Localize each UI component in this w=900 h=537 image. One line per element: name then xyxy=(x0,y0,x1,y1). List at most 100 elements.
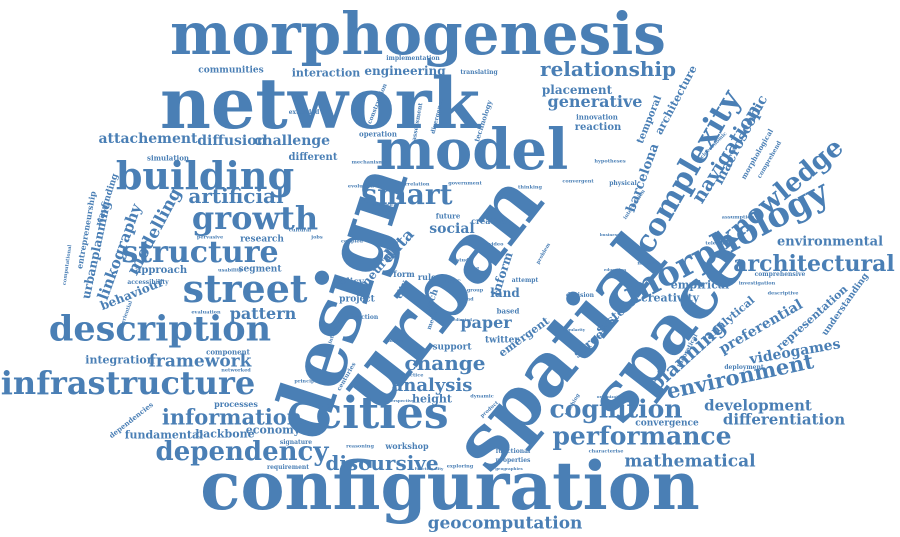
word-social: social xyxy=(429,221,475,237)
word-growth: growth xyxy=(191,199,319,237)
word-component: component xyxy=(206,347,250,357)
word-analysis: analysis xyxy=(391,375,473,396)
word-approach: approach xyxy=(134,265,188,276)
word-backbone: backbone xyxy=(195,427,255,441)
word-placement: placement xyxy=(541,83,613,97)
word-building: building xyxy=(115,153,295,198)
word-geographies: geographies xyxy=(495,466,523,471)
word-creativity: creativity xyxy=(641,291,699,305)
word-information: information xyxy=(161,404,303,430)
word-diffusion: diffusion xyxy=(197,133,267,149)
word-proc: proc xyxy=(443,276,461,286)
word-exploring: exploring xyxy=(446,463,474,470)
word-descriptive: descriptive xyxy=(767,290,799,297)
word-government: government xyxy=(448,180,482,187)
word-functionality: functionality xyxy=(414,466,444,471)
word-problem: problem xyxy=(535,242,553,266)
word-support: support xyxy=(432,342,472,353)
word-implementation: implementation xyxy=(386,55,440,62)
word-processes: processes xyxy=(214,399,258,409)
word-infrastructure: infrastructure xyxy=(0,364,256,402)
word-coupled: coupled xyxy=(340,238,364,245)
word-street: street xyxy=(182,266,308,311)
word-evolution: evolution xyxy=(347,183,375,190)
word-engineering: engineering xyxy=(364,64,446,78)
word-different: different xyxy=(288,152,338,163)
word-height: height xyxy=(412,392,452,406)
word-properties: properties xyxy=(495,457,531,464)
word-hypotheses: hypotheses xyxy=(594,158,626,165)
word-description: description xyxy=(48,308,272,350)
word-generative: generative xyxy=(547,92,643,111)
word-thinking: thinking xyxy=(518,184,542,191)
word-translating: translating xyxy=(460,69,498,76)
word-practice: practice xyxy=(400,372,424,379)
word-education: education xyxy=(603,267,627,272)
word-dependency: dependency xyxy=(155,437,329,467)
word-cultural: cultural xyxy=(288,227,312,234)
word-extended: extended xyxy=(288,109,320,116)
word-function: function xyxy=(349,314,379,321)
word-academic: academic xyxy=(372,202,394,207)
word-communities: communities xyxy=(198,65,264,76)
word-integration: integration xyxy=(85,353,155,367)
word-operation: operation xyxy=(359,129,397,139)
word-discursive: discursive xyxy=(325,451,439,475)
word-mathematical: mathematical xyxy=(624,451,756,472)
word-land: land xyxy=(490,286,520,300)
word-challenge: challenge xyxy=(253,133,331,149)
word-paper: paper xyxy=(460,313,512,332)
word-samples: samples xyxy=(384,338,404,343)
word-convergent: convergent xyxy=(562,178,594,185)
word-rule: rule xyxy=(417,272,437,282)
word-artificial: artificial xyxy=(188,184,284,208)
word-jobs: jobs xyxy=(311,234,323,241)
word-segment: segment xyxy=(238,264,282,275)
word-networked: networked xyxy=(221,367,251,374)
word-creative: creative xyxy=(471,216,507,226)
word-performance: performance xyxy=(552,421,732,451)
word-method: method xyxy=(637,260,659,267)
word-characterise: characterise xyxy=(588,448,624,455)
word-computational: computational xyxy=(61,244,74,286)
word-empirical: empirical xyxy=(670,278,730,292)
word-dynamic: dynamic xyxy=(470,393,494,400)
word-framework: framework xyxy=(148,351,252,372)
word-workshop: workshop xyxy=(385,441,429,451)
word-research: research xyxy=(240,234,284,245)
word-interaction: interaction xyxy=(291,66,361,80)
word-businesses: businesses xyxy=(599,232,625,237)
word-requirement: requirement xyxy=(266,464,310,471)
word-study: study xyxy=(456,257,472,264)
word-deployment: deployment xyxy=(724,364,764,371)
word-usability: usability xyxy=(217,267,243,274)
word-relationship: relationship xyxy=(540,57,676,81)
word-reasoning: reasoning xyxy=(346,443,374,450)
word-configuration: configuration xyxy=(200,447,700,525)
word-cities: cities xyxy=(315,388,449,439)
word-reaction: reaction xyxy=(574,122,622,133)
word-change: change xyxy=(404,351,486,375)
word-morphogenesis: morphogenesis xyxy=(170,0,666,68)
word-based: based xyxy=(496,306,520,316)
word-environmental: environmental xyxy=(776,234,884,250)
word-game: game xyxy=(378,208,394,215)
word-signature: signature xyxy=(279,439,313,446)
word-pervasive: pervasive xyxy=(196,234,224,241)
word-twitter: twitter xyxy=(484,335,520,346)
word-principle: principle xyxy=(294,378,320,385)
word-correlation: correlation xyxy=(398,181,430,188)
word-evaluation: evaluation xyxy=(191,309,221,316)
word-economy: economy xyxy=(245,423,301,437)
word-time: time xyxy=(466,265,480,272)
word-fundamental: fundamental xyxy=(124,428,204,442)
word-pattern: pattern xyxy=(229,304,297,323)
word-model: model xyxy=(375,117,569,183)
word-architectural: architectural xyxy=(733,251,895,277)
word-smart: smart xyxy=(361,178,453,211)
word-mechanisms: mechanisms xyxy=(351,159,387,166)
word-accessibility: accessibility xyxy=(127,279,169,286)
word-organization: organization xyxy=(596,394,626,399)
word-policy: policy xyxy=(334,277,364,288)
word-cognition: cognition xyxy=(549,394,683,424)
